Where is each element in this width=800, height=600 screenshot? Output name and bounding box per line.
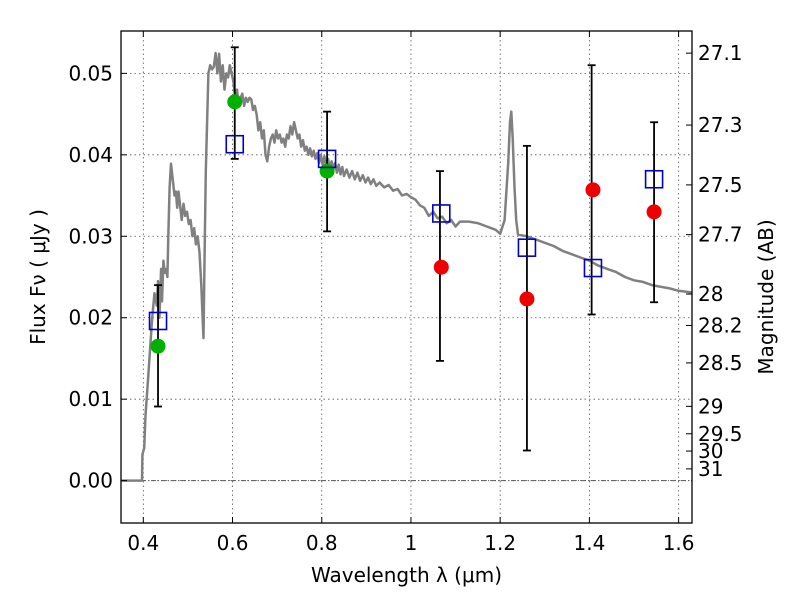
points-layer	[148, 94, 664, 354]
y-tick-label: 0.00	[68, 469, 113, 493]
mag-tick-label: 28	[698, 282, 723, 306]
mag-tick-label: 28.5	[698, 351, 743, 375]
mag-tick-label: 29.5	[698, 422, 743, 446]
green-data-point	[227, 94, 243, 110]
red-data-point	[585, 182, 601, 198]
tick-layer: 0.4 0.6 0.8 1 1.2 1.4 1.6 0.00 0.01 0.02 0.03 0.04 0…	[68, 31, 743, 555]
red-data-point	[433, 259, 449, 275]
model-photometry-square	[644, 169, 664, 189]
mag-tick-label: 27.7	[698, 223, 743, 247]
mag-tick-label: 28.2	[698, 313, 743, 337]
x-tick-label: 1.2	[484, 531, 516, 555]
spectrum-layer	[121, 51, 693, 482]
y-tick-label: 0.02	[68, 306, 113, 330]
mag-tick-label: 27.5	[698, 173, 743, 197]
green-data-point	[150, 338, 166, 354]
green-data-point	[319, 163, 335, 179]
mag-tick-label: 27.3	[698, 113, 743, 137]
mag-tick-label: 29	[698, 394, 723, 418]
x-tick-label: 1	[405, 531, 418, 555]
x-axis-label: Wavelength λ (μm)	[311, 563, 502, 587]
y-tick-label: 0.04	[68, 143, 113, 167]
red-data-point	[519, 291, 535, 307]
x-tick-label: 1.6	[663, 531, 695, 555]
x-tick-label: 1.4	[573, 531, 605, 555]
model-photometry-square	[148, 311, 168, 331]
model-photometry-square	[225, 134, 245, 154]
right-axis-label: Magnitude (AB)	[754, 219, 778, 374]
model-photometry-square	[517, 238, 537, 257]
red-data-point	[646, 204, 662, 220]
model-spectrum-line	[121, 51, 693, 482]
y-tick-label: 0.03	[68, 224, 113, 248]
x-tick-label: 0.8	[306, 531, 338, 555]
x-tick-label: 0.6	[217, 531, 249, 555]
y-axis-label: Flux Fν ( μJy )	[26, 209, 50, 345]
y-tick-label: 0.01	[68, 387, 113, 411]
mag-tick-label: 31	[698, 457, 723, 481]
y-tick-label: 0.05	[68, 61, 113, 85]
x-tick-label: 0.4	[127, 531, 159, 555]
model-photometry-square	[583, 258, 603, 278]
plot-frame	[120, 30, 693, 524]
mag-tick-label: 30	[698, 439, 723, 463]
mag-tick-label: 27.1	[698, 41, 743, 65]
label-layer: Wavelength λ (μm) Flux Fν ( μJy ) Magnitud…	[26, 209, 778, 587]
model-photometry-square	[317, 149, 337, 169]
model-photometry-square	[431, 204, 451, 223]
